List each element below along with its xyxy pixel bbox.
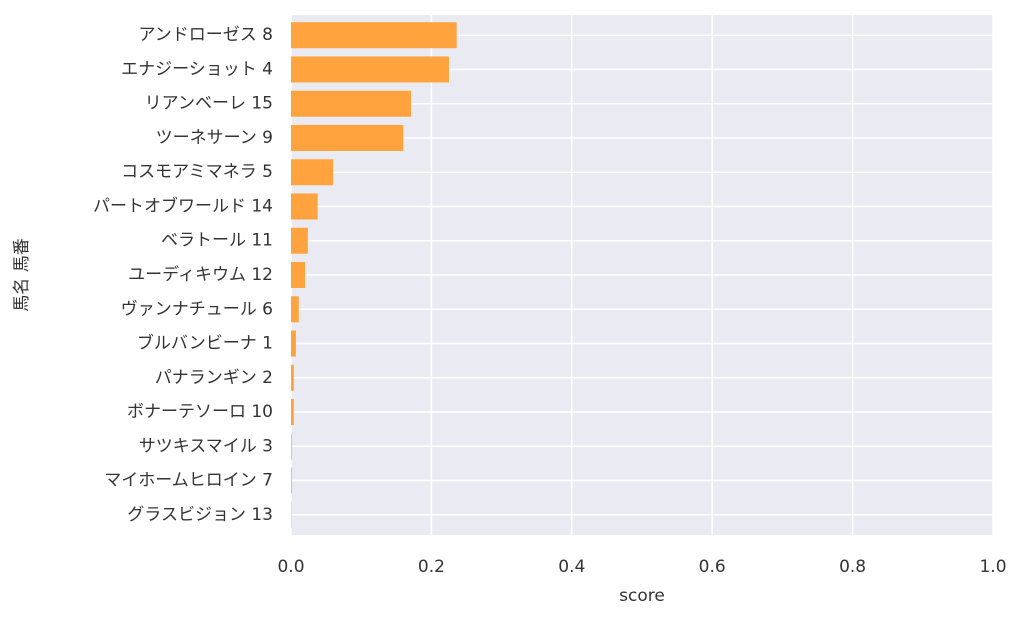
x-tick-label: 0.4 [558, 557, 585, 577]
bar [291, 56, 449, 83]
bar [291, 467, 292, 494]
y-tick-label: ブルバンビーナ 1 [137, 333, 273, 354]
x-tick-label: 0.6 [699, 557, 726, 577]
y-tick-label: パートオブワールド 14 [93, 195, 273, 216]
x-axis-label: score [619, 586, 665, 606]
y-tick-label: ユーディキウム 12 [128, 264, 273, 285]
bar [291, 399, 294, 426]
y-tick-label: コスモアミマネラ 5 [121, 162, 273, 182]
bar [291, 364, 294, 391]
x-tick-label: 0.8 [839, 557, 866, 577]
y-tick-label: サツキスマイル 3 [139, 436, 273, 456]
bar [291, 124, 404, 151]
bar [291, 193, 318, 220]
bar [291, 433, 292, 460]
bar [291, 90, 412, 117]
bar [291, 227, 308, 254]
bar [291, 330, 296, 357]
bar [291, 22, 457, 49]
x-tick-label: 1.0 [979, 557, 1006, 577]
y-tick-label: ツーネサーン 9 [156, 128, 273, 148]
bar [291, 159, 334, 186]
bar [291, 262, 306, 288]
y-tick-label: ベラトール 11 [161, 231, 273, 251]
y-tick-label: マイホームヒロイン 7 [104, 471, 273, 491]
y-tick-label: グラスビジョン 13 [127, 505, 273, 525]
y-tick-label: ボナーテソーロ 10 [127, 402, 273, 422]
y-axis-label: 馬名 馬番 [12, 238, 32, 311]
y-tick-label: ヴァンナチュール 6 [121, 299, 273, 319]
x-tick-label: 0.0 [277, 557, 304, 577]
x-tick-label: 0.2 [418, 557, 445, 577]
bar [291, 296, 299, 323]
y-tick-label: アンドローゼス 8 [138, 25, 273, 45]
y-tick-label: リアンベーレ 15 [145, 94, 273, 114]
y-tick-label: エナジーショット 4 [121, 59, 273, 79]
y-tick-label: パナランギン 2 [155, 368, 273, 388]
